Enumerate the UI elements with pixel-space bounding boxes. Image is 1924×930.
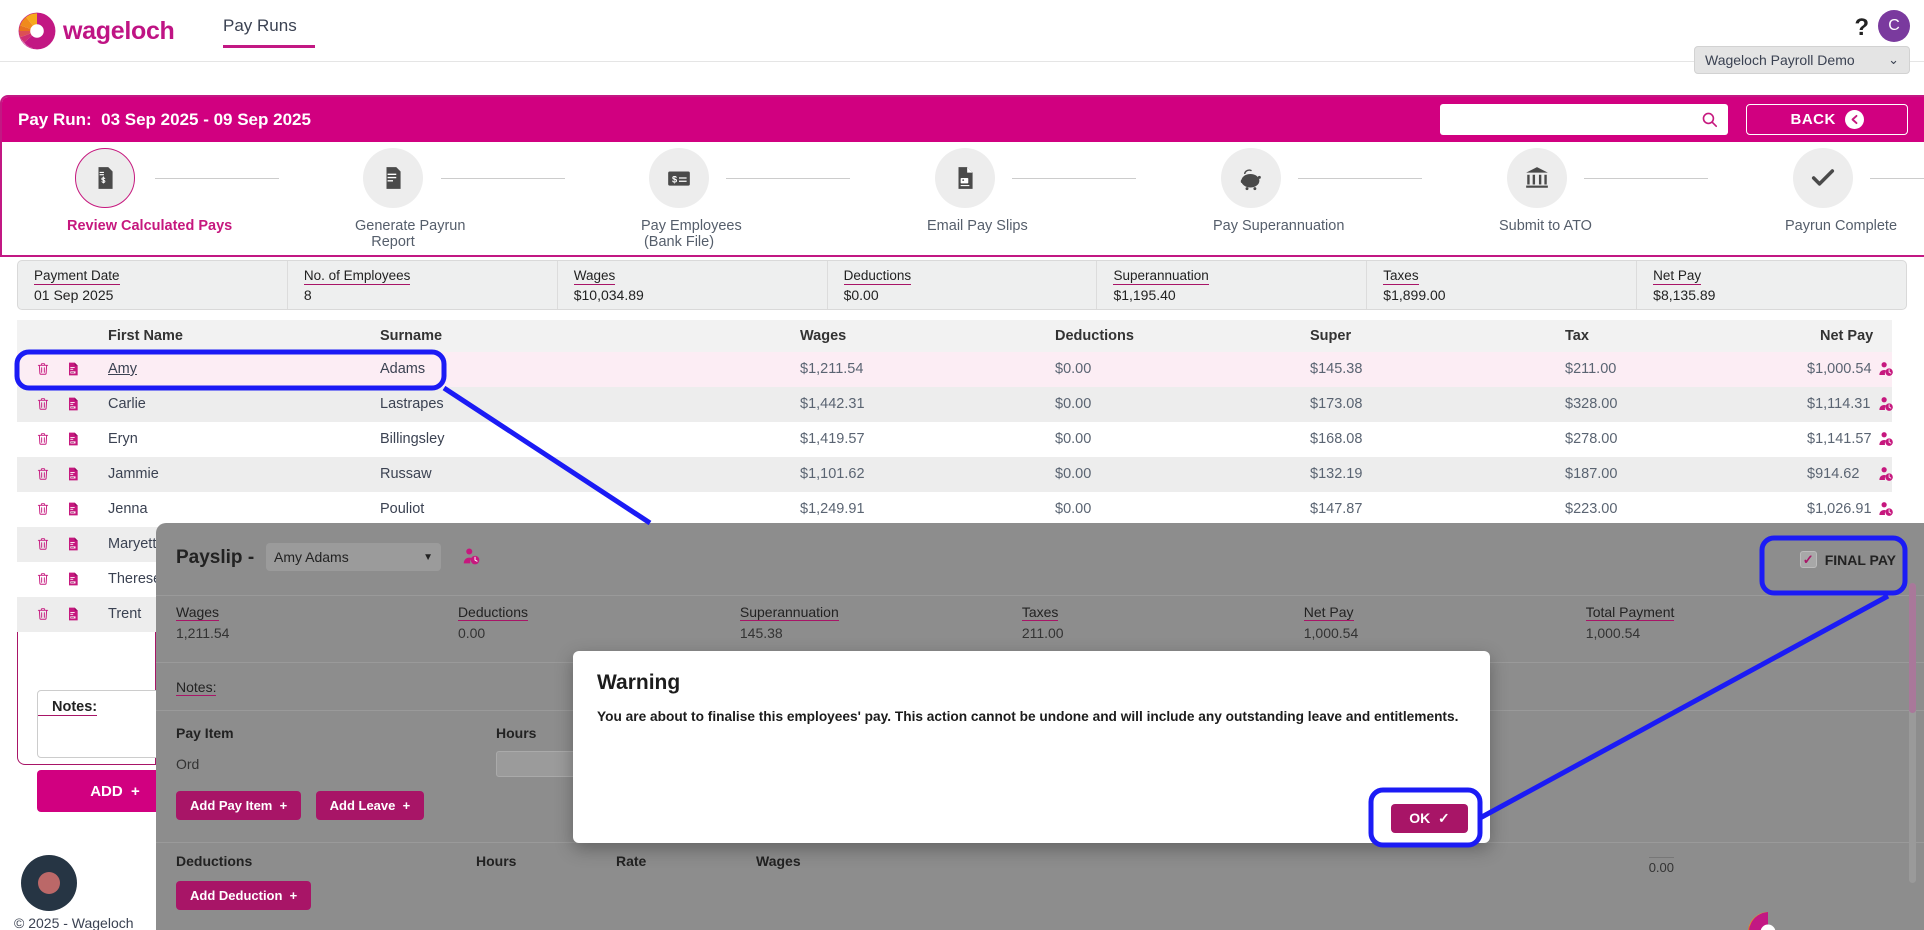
svg-text:$: $ bbox=[672, 174, 677, 184]
